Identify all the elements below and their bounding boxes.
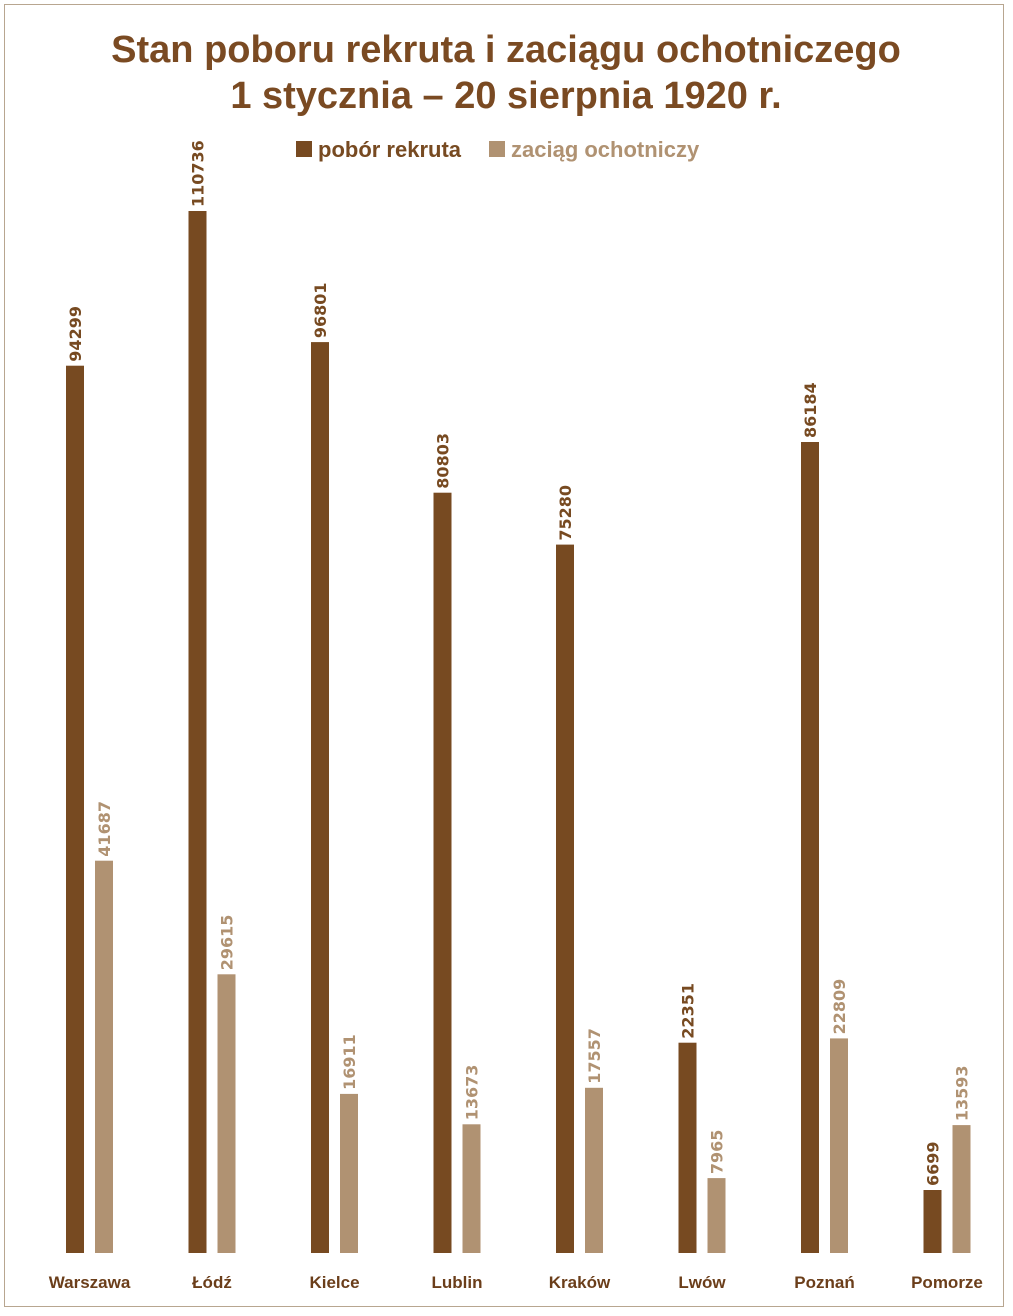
bar (217, 974, 236, 1253)
bar (66, 365, 84, 1253)
data-label: 29615 (218, 915, 237, 971)
category-label: Kielce (309, 1273, 359, 1292)
bar (707, 1178, 726, 1253)
data-label: 17557 (585, 1028, 604, 1084)
bar (585, 1087, 603, 1253)
legend-label: zaciąg ochotniczy (511, 137, 700, 162)
category-label: Kraków (549, 1273, 611, 1292)
bar (95, 860, 113, 1253)
data-label: 80803 (434, 433, 453, 489)
bar (678, 1042, 697, 1253)
data-label: 22351 (679, 983, 698, 1039)
bars (66, 211, 971, 1254)
legend-swatch (296, 141, 312, 157)
legend: pobór rekruta zaciąg ochotniczy (296, 137, 700, 162)
bar (830, 1038, 848, 1253)
bar (340, 1093, 358, 1253)
bar (801, 442, 819, 1253)
data-label: 22809 (830, 979, 849, 1035)
category-label: Warszawa (49, 1273, 131, 1292)
data-label: 86184 (801, 382, 820, 438)
chart-title: Stan poboru rekruta i zaciągu ochotnicze… (111, 29, 901, 71)
bar (952, 1125, 971, 1253)
category-label: Lublin (432, 1273, 483, 1292)
data-label: 75280 (556, 485, 575, 541)
data-label: 41687 (95, 801, 114, 857)
data-label: 110736 (189, 140, 208, 207)
category-labels: Warszawa Łódź Kielce Lublin Kraków Lwów Poznań… (49, 1273, 983, 1292)
data-label: 16911 (340, 1034, 359, 1090)
data-label: 96801 (311, 282, 330, 338)
data-label: 13593 (953, 1065, 972, 1121)
legend-label: pobór rekruta (318, 137, 462, 162)
bar (433, 492, 452, 1253)
value-labels: 94299 41687 110736 29615 96801 16911 80803 1367… (66, 140, 972, 1186)
data-label: 7965 (708, 1130, 727, 1175)
bar (311, 342, 329, 1254)
data-label: 94299 (66, 306, 85, 362)
bar (556, 544, 574, 1253)
bar (462, 1124, 481, 1253)
data-label: 13673 (463, 1065, 482, 1121)
category-label: Poznań (794, 1273, 854, 1292)
legend-swatch (489, 141, 505, 157)
category-label: Pomorze (911, 1273, 983, 1292)
category-label: Łódź (192, 1273, 232, 1292)
chart-subtitle: 1 stycznia – 20 sierpnia 1920 r. (230, 75, 781, 117)
data-label: 6699 (924, 1141, 943, 1186)
category-label: Lwów (678, 1273, 726, 1292)
bar (923, 1190, 942, 1253)
bar (188, 211, 207, 1253)
